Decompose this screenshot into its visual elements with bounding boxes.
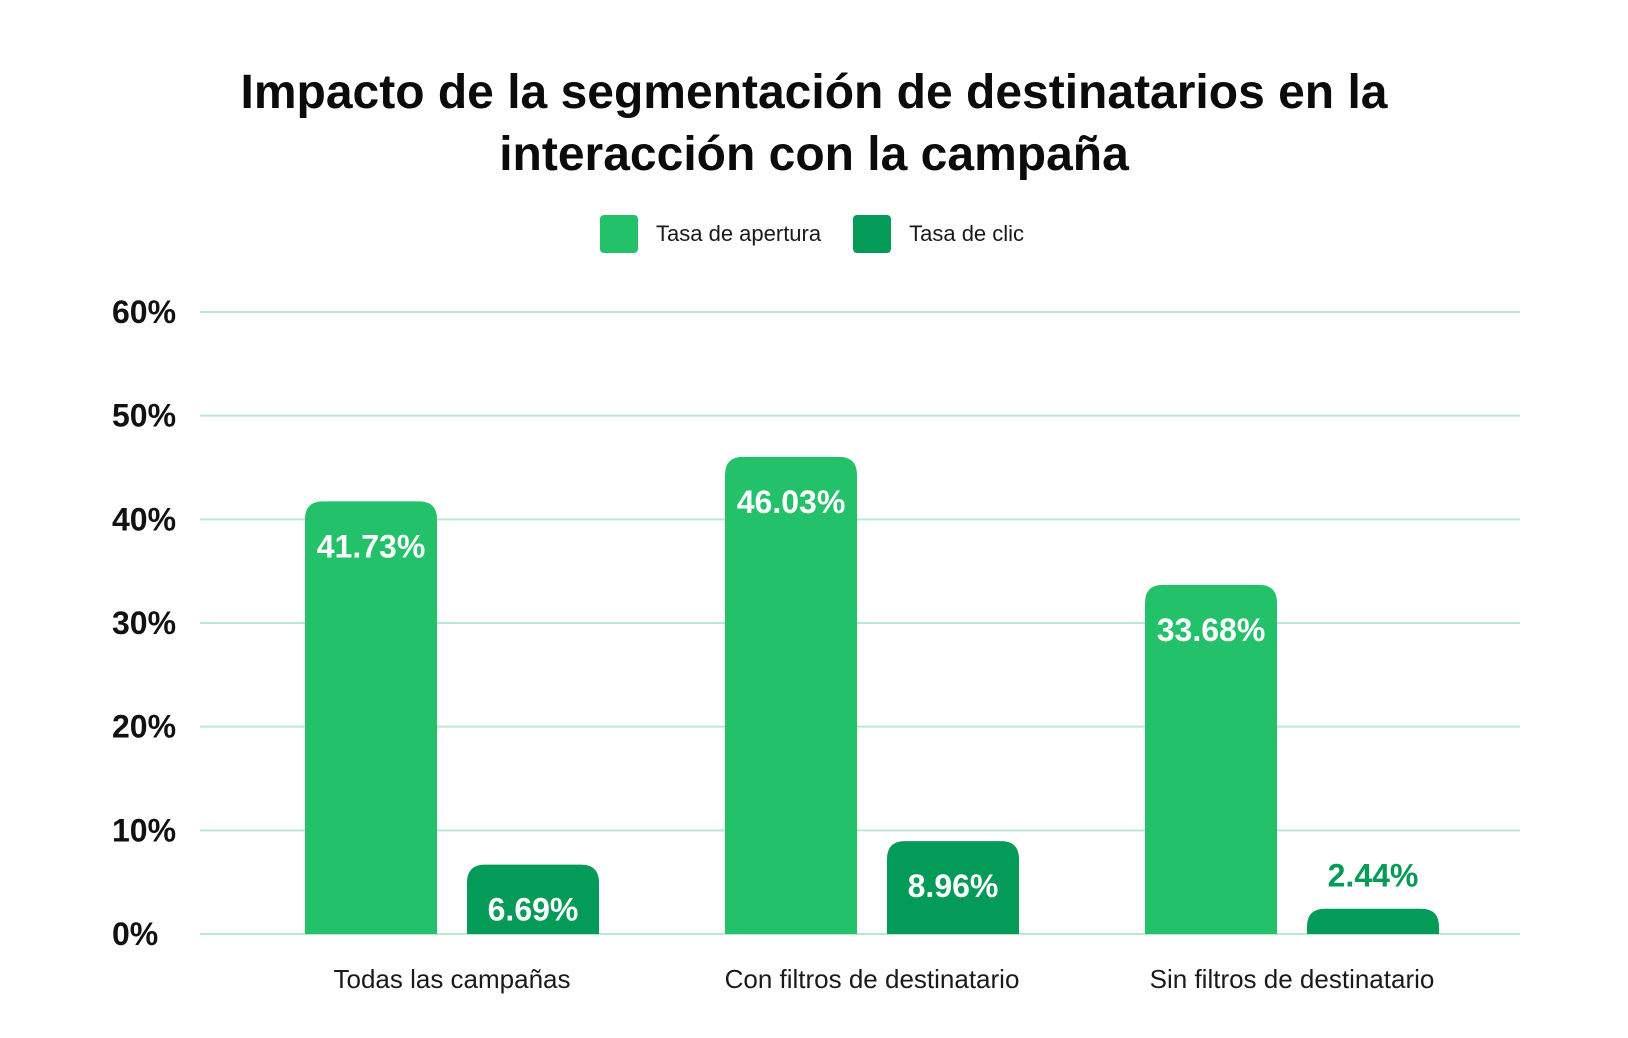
bar-click-rate-2 <box>1307 908 1439 934</box>
bar-click-rate-1 <box>887 841 1019 934</box>
y-tick-label-20: 20% <box>112 709 176 745</box>
bar-click-rate-0 <box>467 864 599 934</box>
x-tick-label-0: Todas las campañas <box>333 964 570 994</box>
y-tick-label-50: 50% <box>112 398 176 434</box>
chart-title-line-1: Impacto de la segmentación de destinatar… <box>240 66 1388 119</box>
chart-legend: Tasa de apertura Tasa de clic <box>600 214 1056 254</box>
legend-swatch-click-rate <box>853 215 892 253</box>
data-label-click-rate-1: 8.96% <box>908 868 999 904</box>
data-label-open-rate-2: 33.68% <box>1157 612 1266 648</box>
bar-open-rate-2 <box>1145 584 1277 934</box>
data-label-open-rate-1: 46.03% <box>737 484 846 520</box>
chart-title: Impacto de la segmentación de destinatar… <box>0 62 1628 186</box>
x-tick-label-2: Sin filtros de destinatario <box>1150 964 1435 994</box>
bar-open-rate-1 <box>725 456 857 934</box>
data-label-click-rate-0: 6.69% <box>488 892 579 928</box>
data-label-click-rate-2: 2.44% <box>1328 858 1419 894</box>
legend-item-open-rate: Tasa de apertura <box>600 215 821 253</box>
legend-label-click-rate: Tasa de clic <box>909 221 1025 246</box>
y-tick-label-0: 0% <box>112 916 158 952</box>
legend-label-open-rate: Tasa de apertura <box>656 221 822 246</box>
bar-open-rate-0 <box>305 501 437 934</box>
data-label-open-rate-0: 41.73% <box>317 528 426 564</box>
y-tick-label-10: 10% <box>112 812 176 848</box>
x-tick-label-1: Con filtros de destinatario <box>725 964 1020 994</box>
legend-swatch-open-rate <box>600 215 638 253</box>
chart-title-line-2: interacción con la campaña <box>499 128 1129 181</box>
y-tick-label-60: 60% <box>112 294 176 330</box>
y-tick-label-40: 40% <box>112 501 176 537</box>
legend-item-click-rate: Tasa de clic <box>853 215 1024 253</box>
y-tick-label-30: 30% <box>112 605 176 641</box>
